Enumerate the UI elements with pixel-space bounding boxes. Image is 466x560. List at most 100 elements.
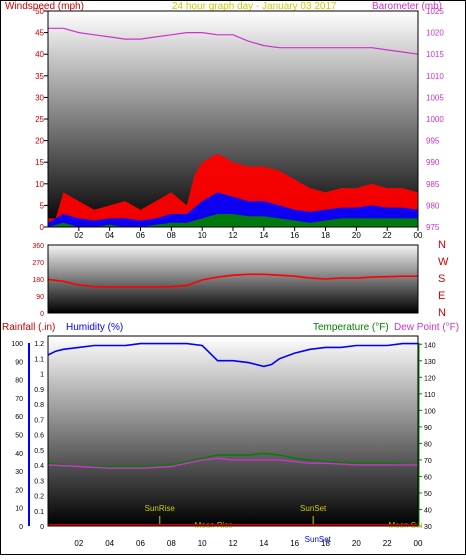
sun-event-label: SunRise bbox=[145, 504, 176, 513]
temperature-tick-label: 110 bbox=[424, 392, 435, 399]
barometer-tick-label: 995 bbox=[426, 137, 440, 146]
wind-gust-area bbox=[48, 153, 418, 227]
humidity-tick-label: 50 bbox=[15, 433, 23, 440]
temp-x-tick-label: 02 bbox=[74, 539, 83, 548]
temperature-line bbox=[47, 452, 419, 468]
barometer-tick-label: 1025 bbox=[426, 7, 444, 16]
rainfall-tick-label: 0.4 bbox=[34, 463, 44, 470]
temp-x-tick-label: 10 bbox=[198, 539, 207, 548]
humidity-tick-label: 60 bbox=[15, 414, 23, 421]
barometer-tick-label: 1015 bbox=[426, 50, 444, 59]
temp-x-tick-label: 20 bbox=[352, 539, 361, 548]
wind-plot-border bbox=[47, 10, 419, 228]
rainfall-tick-label: 0.3 bbox=[34, 478, 44, 485]
temperature-tick-label: 120 bbox=[424, 375, 436, 382]
rainfall-tick-label: 0.8 bbox=[34, 402, 44, 409]
wind-x-tick-label: 10 bbox=[198, 231, 207, 240]
humidity-line bbox=[47, 342, 418, 368]
wind-tick-label: 35 bbox=[35, 72, 44, 81]
temp-x-tick-label: 16 bbox=[290, 539, 299, 548]
temp-x-tick-label: 12 bbox=[229, 539, 238, 548]
temperature-tick-label: 90 bbox=[424, 425, 432, 432]
humidity-axis-title: Humidity (%) bbox=[66, 322, 123, 333]
temp-x-tick-label: 04 bbox=[105, 539, 114, 548]
humidity-tick-label: 80 bbox=[15, 378, 23, 385]
wind-x-tick-label: 04 bbox=[105, 231, 114, 240]
direction-tick-label: 180 bbox=[32, 277, 44, 284]
temperature-axis-title: Temperature (°F) bbox=[313, 322, 389, 333]
dewpoint-axis-title: Dew Point (°F) bbox=[394, 322, 459, 333]
wind-x-tick-label: 16 bbox=[290, 231, 299, 240]
direction-tick-label: 270 bbox=[32, 260, 44, 267]
barometer-tick-label: 1010 bbox=[426, 72, 444, 81]
wind-tick-label: 5 bbox=[40, 201, 45, 210]
temperature-tick-label: 70 bbox=[424, 458, 432, 465]
wind-tick-label: 45 bbox=[35, 29, 44, 38]
wind-x-tick-label: 12 bbox=[229, 231, 238, 240]
wind-tick-label: 30 bbox=[35, 93, 44, 102]
wind-avg-area bbox=[48, 192, 418, 227]
temp-x-tick-label: 00 bbox=[414, 539, 423, 548]
wind-tick-label: 25 bbox=[35, 115, 44, 124]
barometer-tick-label: 985 bbox=[426, 180, 440, 189]
rainfall-tick-label: 0.2 bbox=[34, 494, 44, 501]
wind-x-tick-label: 08 bbox=[167, 231, 176, 240]
barometer-tick-label: 1020 bbox=[426, 29, 444, 38]
barometer-tick-label: 990 bbox=[426, 158, 440, 167]
direction-plot-area bbox=[48, 245, 418, 313]
temperature-tick-label: 30 bbox=[424, 524, 432, 531]
wind-x-tick-label: 20 bbox=[352, 231, 361, 240]
wind-axis-title: Windspeed (mph) bbox=[5, 1, 84, 12]
direction-tick-label: 90 bbox=[36, 294, 44, 301]
direction-tick-label: 360 bbox=[32, 243, 44, 250]
temperature-tick-label: 50 bbox=[424, 491, 432, 498]
wind-tick-label: 10 bbox=[35, 180, 44, 189]
temperature-tick-label: 140 bbox=[424, 342, 436, 349]
wind-x-tick-label: 14 bbox=[259, 231, 268, 240]
wind-tick-label: 20 bbox=[35, 137, 44, 146]
temp-plot-area bbox=[48, 336, 418, 526]
humidity-tick-label: 70 bbox=[15, 396, 23, 403]
wind-x-tick-label: 00 bbox=[414, 231, 423, 240]
temperature-tick-label: 40 bbox=[424, 507, 432, 514]
temperature-tick-label: 130 bbox=[424, 359, 436, 366]
direction-tick-label: 0 bbox=[40, 311, 44, 318]
temp-x-tick-label: 18 bbox=[321, 539, 330, 548]
direction-compass-label: N bbox=[438, 307, 446, 319]
direction-compass-label: E bbox=[438, 290, 445, 302]
temp-x-tick-label: 08 bbox=[167, 539, 176, 548]
wind-x-tick-label: 06 bbox=[136, 231, 145, 240]
humidity-tick-label: 100 bbox=[11, 341, 23, 348]
wind-x-tick-label: 22 bbox=[383, 231, 392, 240]
direction-line bbox=[47, 273, 418, 288]
temperature-tick-label: 60 bbox=[424, 474, 432, 481]
rainfall-tick-label: 0.9 bbox=[34, 387, 44, 394]
chart-marks: 0510152025303540455097598098599099510001… bbox=[11, 7, 449, 548]
humidity-tick-label: 30 bbox=[15, 469, 23, 476]
chart-title: 24 hour graph day - January 03 2017 bbox=[172, 1, 337, 12]
sun-event-label: SunSet bbox=[305, 535, 332, 544]
barometer-tick-label: 1000 bbox=[426, 115, 444, 124]
direction-compass-label: S bbox=[438, 273, 445, 285]
dewpoint-line bbox=[47, 457, 418, 469]
humidity-tick-label: 10 bbox=[15, 506, 23, 513]
wind-tick-label: 50 bbox=[35, 7, 44, 16]
rainfall-tick-label: 1.1 bbox=[34, 356, 44, 363]
wind-low-area bbox=[48, 214, 418, 227]
wind-tick-label: 0 bbox=[40, 223, 45, 232]
rainfall-tick-label: 1.2 bbox=[34, 341, 44, 348]
wind-x-tick-label: 02 bbox=[74, 231, 83, 240]
rainfall-tick-label: 0 bbox=[40, 524, 44, 531]
barometer-axis-title: Barometer (mb) bbox=[372, 1, 442, 12]
temp-plot-border bbox=[47, 335, 419, 527]
wind-x-tick-label: 18 bbox=[321, 231, 330, 240]
wind-tick-label: 15 bbox=[35, 158, 44, 167]
humidity-tick-label: 0 bbox=[19, 524, 23, 531]
direction-compass-label: N bbox=[438, 239, 446, 251]
wind-tick-label: 40 bbox=[35, 50, 44, 59]
humidity-tick-label: 90 bbox=[15, 359, 23, 366]
temp-x-tick-label: 06 bbox=[136, 539, 145, 548]
rainfall-tick-label: 1 bbox=[40, 372, 44, 379]
